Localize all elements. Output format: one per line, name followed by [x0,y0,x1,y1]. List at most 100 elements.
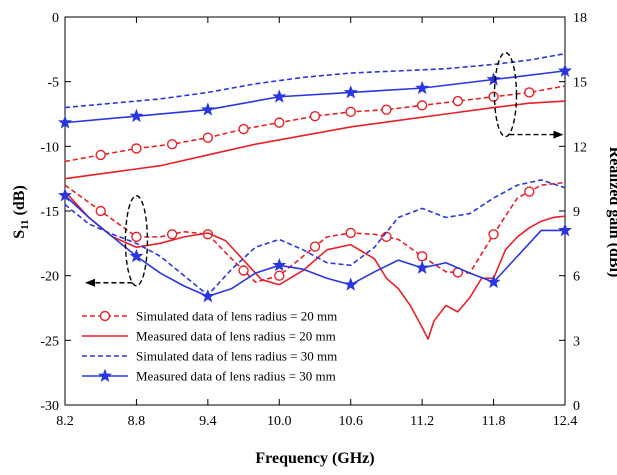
star-marker [415,80,430,95]
circle-marker [95,149,106,161]
legend-star-marker [97,368,113,382]
x-tick-label: 9.4 [199,414,217,429]
circle-marker [381,231,392,243]
y-right-tick-label: 15 [573,76,587,91]
circle-marker [131,143,142,154]
series-line [64,100,566,180]
star-marker [129,108,144,123]
circle-marker [416,251,428,262]
y-left-tick-group: 0 -5 -10 -15 -20 -25 -30 [40,11,71,414]
circle-marker [309,241,321,252]
y-left-axis-title-unit: (dB) [11,185,28,219]
circle-marker [95,205,106,217]
arrow-left-icon [85,278,95,287]
x-tick-label: 10.0 [267,414,292,429]
star-marker [57,115,73,129]
star-marker [557,63,573,77]
circle-marker [381,104,392,115]
series-line [64,179,566,296]
x-tick-label: 8.8 [128,414,146,429]
y-left-tick-label: -10 [40,140,59,155]
y-left-tick-label: -20 [40,270,59,285]
series-left-3 [57,188,573,303]
x-tick-group: 8.2 8.8 9.4 10.0 10.6 11.2 11.8 12.4 [56,17,577,429]
y-left-tick-label: -5 [47,76,59,91]
plot-frame [64,16,566,406]
series-line [64,191,566,340]
circle-marker [274,270,285,281]
series-line [64,194,565,298]
legend-label: Simulated data of lens radius = 20 mm [136,309,337,324]
star-marker [343,277,358,291]
series-line [64,52,566,109]
legend-label: Measured data of lens radius = 20 mm [136,329,336,344]
series-right-5 [64,100,566,180]
x-axis-title: Frequency (GHz) [255,450,374,467]
y-right-tick-label: 9 [573,205,580,220]
circle-marker [238,265,249,276]
legend-item: Measured data of lens radius = 20 mm [82,329,336,344]
y-left-tick-label: -25 [40,334,59,349]
star-marker [415,260,430,274]
circle-marker [238,123,249,135]
series-right-7 [57,63,573,129]
legend-label: Measured data of lens radius = 30 mm [136,369,336,384]
circle-marker [345,227,356,239]
circle-marker [166,229,178,240]
circle-marker [488,91,499,102]
x-tick-label: 11.2 [410,414,434,429]
circle-marker [416,100,428,111]
y-left-axis-title-main: S [11,230,28,239]
star-marker [272,257,287,272]
series-left-1 [64,191,566,340]
circle-marker [131,231,142,243]
y-right-tick-label: 18 [573,11,587,26]
star-marker [272,89,287,103]
star-marker [57,188,73,202]
circle-marker [452,95,464,107]
circle-marker [524,87,535,98]
circle-marker [309,110,321,122]
legend-label: Simulated data of lens radius = 30 mm [136,349,337,364]
y-left-tick-label: -15 [40,205,59,220]
circle-marker [524,186,535,197]
x-tick-label: 8.2 [56,414,74,429]
star-marker [200,102,215,116]
series-right-4 [64,85,566,163]
series-line [64,70,566,124]
y-right-tick-label: 3 [573,334,580,349]
y-right-tick-label: 12 [573,140,587,155]
star-marker [129,248,144,263]
x-tick-label: 12.4 [553,414,578,429]
legend-item: Simulated data of lens radius = 20 mm [82,309,337,324]
star-marker [486,274,501,289]
annotation-layer [85,51,564,287]
legend: Simulated data of lens radius = 20 mm Mea… [82,309,337,384]
series-left-0 [64,181,566,283]
y-right-tick-label: 6 [573,270,580,285]
series-line [64,85,566,163]
legend-item: Measured data of lens radius = 30 mm [82,369,336,384]
s11-ellipse-annotation [124,195,149,287]
series-left-2 [64,179,566,296]
star-marker [486,72,501,86]
arrow-right-icon [553,130,564,139]
y-left-axis-title: S11 (dB) [11,185,31,239]
series-right-6 [64,52,566,109]
circle-marker [345,106,356,118]
y-right-axis-title: Realized gain (dBi) [606,147,617,278]
gain-ellipse-annotation [493,51,518,138]
legend-item: Simulated data of lens radius = 30 mm [82,349,337,364]
x-tick-label: 10.6 [338,414,363,429]
y-right-tick-group: 18 15 12 9 6 3 0 [559,11,587,414]
circle-marker [488,229,499,240]
star-marker [200,288,215,303]
circle-marker [274,117,285,128]
y-right-tick-label: 0 [573,399,580,414]
y-left-tick-label: 0 [52,11,59,26]
circle-marker [166,138,178,150]
series-layer [57,52,573,340]
circle-marker [202,132,214,143]
